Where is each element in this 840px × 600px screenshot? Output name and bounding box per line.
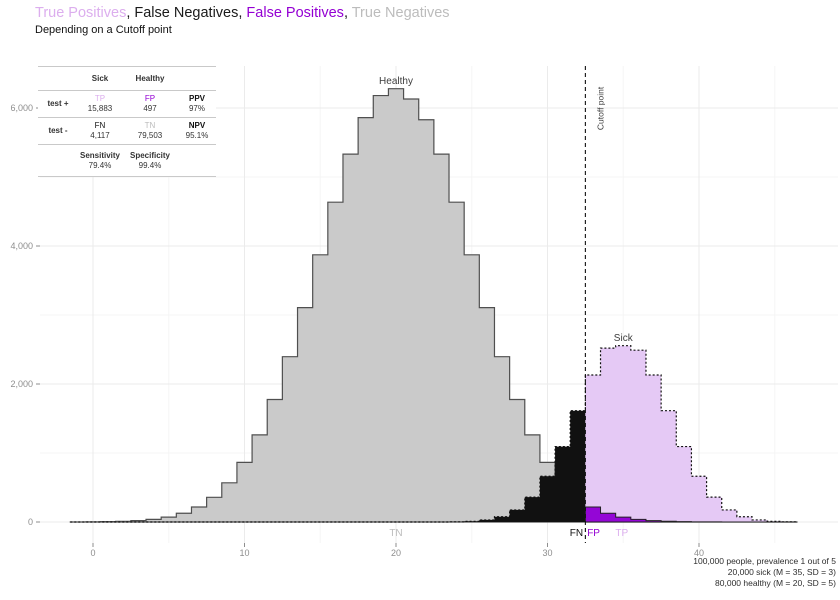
y-tick-label: 0 bbox=[28, 517, 33, 527]
sick-label: Sick bbox=[614, 333, 634, 344]
row-label-test-positive: test + bbox=[47, 99, 69, 109]
caption-line-sick: 20,000 sick (M = 35, SD = 3) bbox=[727, 566, 836, 577]
table-footer-row: Sensitivity 79.4% Specificity 99.4% bbox=[38, 145, 216, 177]
title-separator: , bbox=[126, 5, 135, 21]
cell-true-positives: TP 15,883 bbox=[78, 94, 122, 113]
cell-ppv: PPV 97% bbox=[178, 94, 216, 113]
npv-name: NPV bbox=[188, 121, 206, 131]
npv-value: 95.1% bbox=[185, 131, 209, 140]
cutoff-label: Cutoff point bbox=[596, 86, 606, 130]
table-row-test-negative: test - FN 4,117 TN 79,503 NPV 95.1% bbox=[38, 118, 216, 145]
sensitivity-value: 79.4% bbox=[88, 160, 112, 170]
tn-name: TN bbox=[144, 121, 156, 131]
x-tick-label: 10 bbox=[239, 548, 249, 558]
fp-name: FP bbox=[144, 94, 156, 104]
cell-true-negatives: TN 79,503 bbox=[122, 121, 178, 140]
row-label-test-negative: test - bbox=[48, 126, 68, 136]
title-separator: , bbox=[238, 5, 247, 21]
table-header-row: Sick Healthy bbox=[38, 67, 216, 91]
fn-name: FN bbox=[94, 121, 106, 131]
caption-line-population: 100,000 people, prevalence 1 out of 5 bbox=[693, 556, 836, 566]
tp-value: 15,883 bbox=[87, 104, 113, 113]
x-tick-label: 40 bbox=[694, 548, 704, 558]
cell-npv: NPV 95.1% bbox=[178, 121, 216, 140]
caption-line-healthy: 80,000 healthy (M = 20, SD = 5) bbox=[715, 577, 836, 588]
sensitivity-name: Sensitivity bbox=[79, 150, 120, 160]
ppv-name: PPV bbox=[188, 94, 205, 104]
title-segment-false-negatives: False Negatives bbox=[134, 5, 239, 21]
ppv-value: 97% bbox=[188, 104, 205, 113]
specificity-name: Specificity bbox=[129, 150, 170, 160]
x-tick-label: 20 bbox=[391, 548, 401, 558]
col-header-healthy: Healthy bbox=[135, 73, 165, 83]
tn-label: TN bbox=[389, 528, 402, 539]
cell-sensitivity: Sensitivity 79.4% bbox=[78, 151, 122, 170]
x-tick-label: 30 bbox=[542, 548, 552, 558]
title-separator: , bbox=[343, 5, 352, 21]
fn-value: 4,117 bbox=[90, 131, 110, 140]
cell-false-negatives: FN 4,117 bbox=[78, 121, 122, 140]
chart-title: True Positives, False Negatives, False P… bbox=[35, 5, 450, 21]
caption: 100,000 people, prevalence 1 out of 5 20… bbox=[693, 556, 836, 588]
table-row-test-positive: test + TP 15,883 FP 497 PPV 97% bbox=[38, 91, 216, 118]
fp-label: FP bbox=[587, 528, 600, 539]
tn-value: 79,503 bbox=[137, 131, 163, 140]
tp-region bbox=[585, 345, 798, 522]
y-tick-label: 2,000 bbox=[10, 379, 33, 389]
x-tick-label: 0 bbox=[90, 548, 95, 558]
sick-outline bbox=[70, 345, 799, 523]
healthy-label: Healthy bbox=[379, 76, 413, 87]
fn-region bbox=[449, 410, 586, 522]
col-header-sick: Sick bbox=[91, 73, 109, 83]
specificity-value: 99.4% bbox=[138, 160, 162, 170]
chart-subtitle: Depending on a Cutoff point bbox=[35, 24, 172, 36]
cell-specificity: Specificity 99.4% bbox=[122, 151, 178, 170]
tp-name: TP bbox=[94, 94, 106, 104]
confusion-matrix-table: Sick Healthy test + TP 15,883 FP 497 PPV… bbox=[38, 66, 216, 177]
title-segment-true-negatives: True Negatives bbox=[351, 5, 450, 21]
tp-label: TP bbox=[615, 528, 628, 539]
title-segment-true-positives: True Positives bbox=[35, 5, 127, 21]
y-tick-label: 4,000 bbox=[10, 241, 33, 251]
title-segment-false-positives: False Positives bbox=[246, 5, 344, 21]
y-tick-label: 6,000 bbox=[10, 103, 33, 113]
fp-value: 497 bbox=[143, 104, 157, 113]
fn-label: FN bbox=[570, 528, 583, 539]
cell-false-positives: FP 497 bbox=[122, 94, 178, 113]
fp-region bbox=[584, 506, 798, 523]
